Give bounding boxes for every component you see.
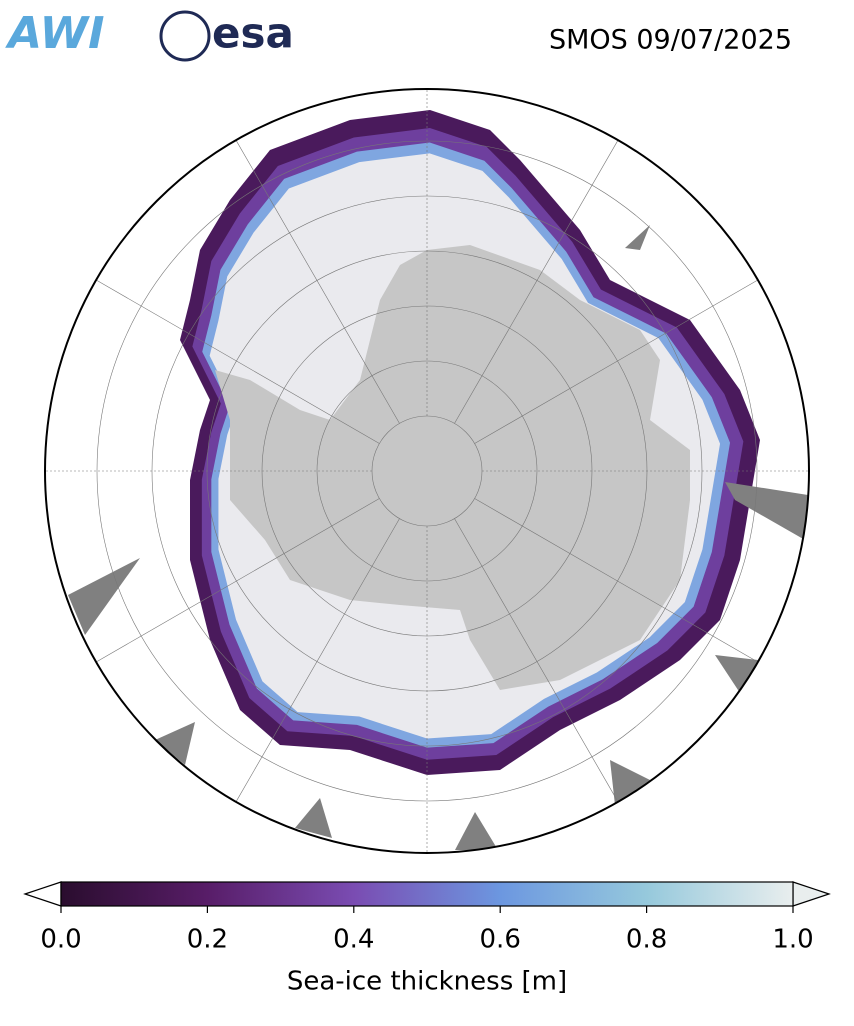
- colorbar-tick-label: 0.0: [40, 925, 81, 955]
- meridian: [454, 140, 619, 424]
- colorbar-tick-label: 0.6: [480, 925, 521, 955]
- colorbar: Sea-ice thickness [m] 0.0 0.2 0.4 0.6 0.8 1.0: [23, 881, 831, 997]
- map-frame: [44, 88, 810, 854]
- logo-esa-mark: [159, 10, 211, 62]
- meridian: [474, 498, 758, 663]
- logo-awi: AWI: [5, 8, 105, 59]
- meridian: [96, 279, 380, 444]
- colorbar-tick-label: 0.2: [187, 925, 228, 955]
- no-data-wedges: [68, 225, 808, 850]
- colorbar-tick-label: 0.4: [333, 925, 374, 955]
- colorbar-ramp: [60, 881, 794, 907]
- logo-esa: esa: [212, 9, 294, 58]
- colorbar-label: Sea-ice thickness [m]: [287, 967, 567, 997]
- meridian: [474, 279, 758, 444]
- meridian: [235, 518, 400, 802]
- map: [45, 89, 809, 853]
- colorbar-tick-label: 1.0: [772, 925, 813, 955]
- meridian: [235, 140, 400, 424]
- meridian: [454, 518, 619, 802]
- latitude-circle: [316, 360, 538, 582]
- meridian: [96, 498, 380, 663]
- extend-high: [792, 881, 831, 907]
- graticule: [45, 89, 809, 853]
- map-title: SMOS 09/07/2025: [549, 25, 792, 56]
- colorbar-tick-label: 0.8: [626, 925, 667, 955]
- latitude-circle: [96, 140, 758, 802]
- extend-low: [23, 881, 62, 907]
- continent: [215, 245, 690, 690]
